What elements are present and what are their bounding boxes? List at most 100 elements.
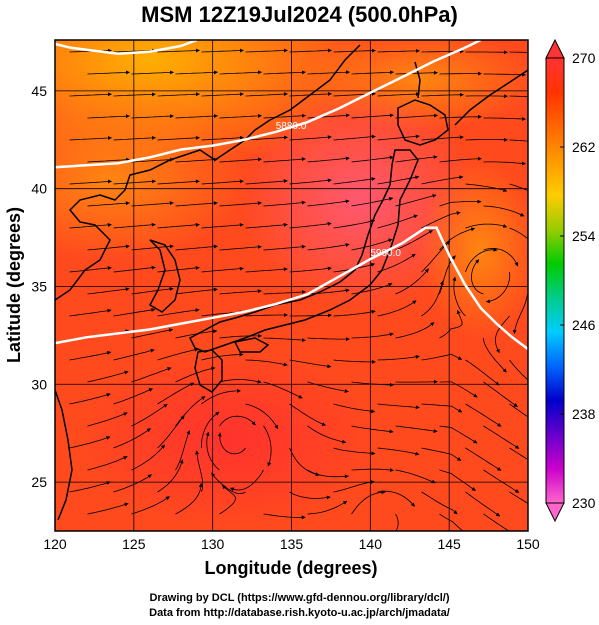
streamline xyxy=(377,403,420,410)
y-axis-label: Latitude (degrees) xyxy=(4,207,24,363)
streamline xyxy=(333,480,375,493)
streamline xyxy=(157,265,200,273)
streamline xyxy=(439,114,482,119)
streamline xyxy=(87,244,130,251)
streamline xyxy=(69,222,112,229)
streamline xyxy=(483,469,520,493)
streamline xyxy=(263,244,306,251)
streamline xyxy=(527,249,528,252)
streamline xyxy=(157,179,200,185)
streamline xyxy=(333,134,376,141)
streamline xyxy=(307,288,350,295)
streamline xyxy=(263,290,306,295)
y-tick-label: 25 xyxy=(31,474,47,490)
streamline xyxy=(229,469,264,492)
streamline xyxy=(175,430,191,471)
colorbar-gradient xyxy=(545,57,565,504)
map-title: MSM 12Z19Jul2024 (500.0hPa) xyxy=(141,2,458,27)
streamline xyxy=(87,502,129,515)
streamline xyxy=(377,48,420,53)
streamline xyxy=(175,287,218,295)
colorbar-tick-label: 238 xyxy=(572,406,596,422)
streamline xyxy=(421,280,444,317)
streamline xyxy=(377,447,420,456)
streamline xyxy=(395,322,435,339)
streamline xyxy=(131,367,172,383)
streamline xyxy=(69,351,112,361)
streamline xyxy=(471,259,484,295)
streamline xyxy=(421,491,458,515)
streamline xyxy=(131,328,174,339)
streamline xyxy=(395,268,429,295)
streamline xyxy=(307,469,349,479)
streamline xyxy=(377,92,420,97)
colorbar-tick-label: 230 xyxy=(572,495,596,511)
streamline xyxy=(157,92,200,97)
streamline xyxy=(483,116,526,121)
coastline-kyushu xyxy=(194,349,223,393)
streamline xyxy=(509,51,528,53)
temperature-field xyxy=(55,40,528,531)
streamline xyxy=(439,156,482,163)
streamline xyxy=(483,381,518,408)
colorbar-ticks: 270 262 254 246 238 230 xyxy=(560,50,596,511)
streamline xyxy=(245,92,288,97)
colorbar-max-triangle xyxy=(545,38,565,59)
streamline xyxy=(465,359,500,386)
streamline xyxy=(245,179,288,185)
streamline xyxy=(175,201,218,207)
streamline xyxy=(69,179,112,185)
streamline xyxy=(219,289,262,295)
streamline xyxy=(465,137,508,142)
streamline xyxy=(113,474,152,493)
streamline xyxy=(333,176,376,185)
streamline xyxy=(175,114,218,119)
x-tick-label: 135 xyxy=(280,536,304,552)
streamline xyxy=(113,135,156,141)
streamline xyxy=(87,370,129,383)
streamline xyxy=(289,221,332,229)
streamline xyxy=(289,313,332,318)
streamline xyxy=(512,293,528,335)
coastline-shikoku xyxy=(233,337,270,353)
streamline xyxy=(465,183,508,193)
streamline xyxy=(465,247,498,273)
streamline xyxy=(351,282,393,295)
streamline xyxy=(219,484,236,515)
streamline xyxy=(157,135,200,141)
streamline xyxy=(157,382,195,405)
streamline xyxy=(289,135,332,141)
streamline xyxy=(219,157,262,163)
streamline xyxy=(351,197,394,207)
streamline xyxy=(263,337,306,343)
streamline xyxy=(421,403,463,413)
colorbar-tick-label: 262 xyxy=(572,139,596,155)
streamline xyxy=(175,244,218,251)
coastline-mainland xyxy=(55,44,361,301)
streamline xyxy=(175,329,218,339)
field-hot-zone-south xyxy=(80,350,380,530)
footer-credit-drawing: Drawing by DCL (https://www.gfd-dennou.o… xyxy=(149,592,450,604)
x-tick-label: 140 xyxy=(359,536,383,552)
streamline xyxy=(439,425,478,444)
coastline-korea xyxy=(148,239,181,313)
streamline xyxy=(421,447,462,461)
field-warm-zone-east xyxy=(420,160,528,340)
colorbar-tick-label: 246 xyxy=(572,317,596,333)
streamline xyxy=(483,247,519,267)
longitude-ticks: 120 125 130 135 140 145 150 xyxy=(43,536,540,552)
streamline xyxy=(509,359,528,381)
streamline xyxy=(421,135,464,141)
streamline xyxy=(113,388,153,405)
streamline xyxy=(201,92,244,97)
streamline xyxy=(439,309,463,339)
streamline xyxy=(69,393,111,405)
streamline xyxy=(245,313,288,318)
coastline-hokkaido xyxy=(397,99,449,146)
streamline xyxy=(483,161,526,166)
streamline xyxy=(307,156,350,163)
streamline xyxy=(69,266,112,273)
streamline xyxy=(509,139,528,142)
streamline xyxy=(289,178,332,185)
streamline xyxy=(421,353,463,361)
